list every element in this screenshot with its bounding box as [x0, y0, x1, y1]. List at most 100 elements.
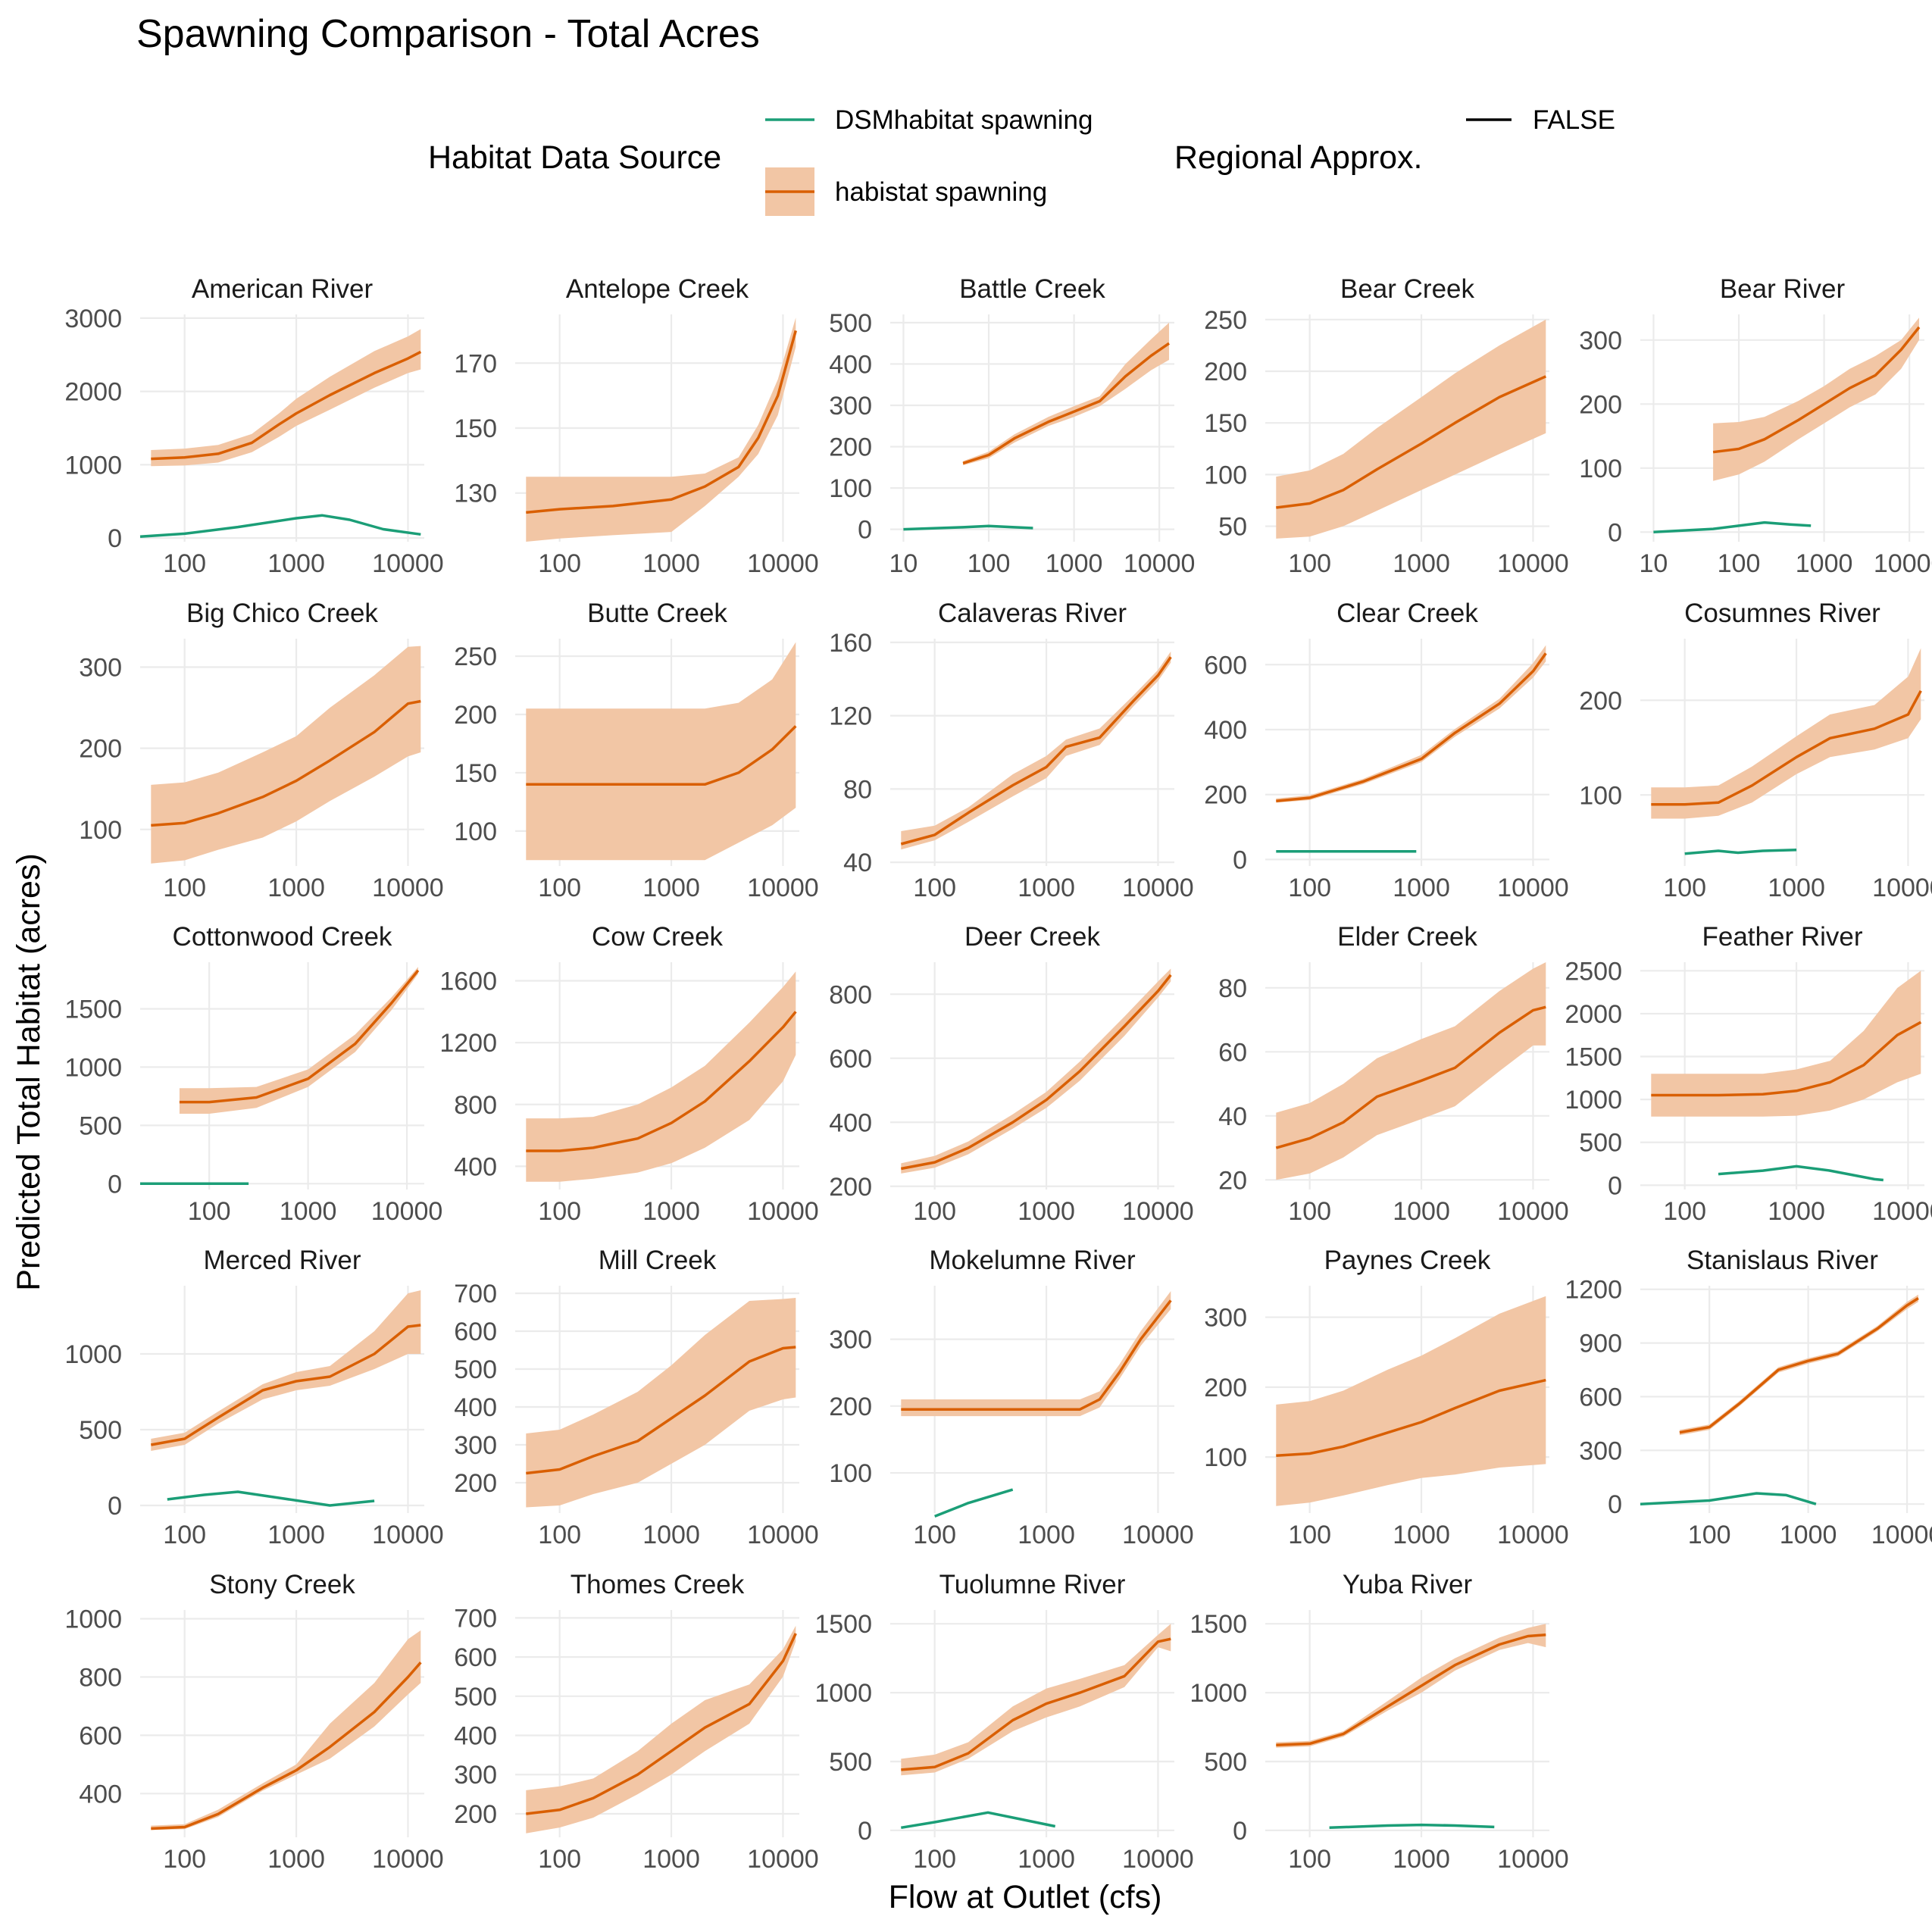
y-tick-label: 500 [79, 1416, 122, 1445]
habistat-band [1651, 971, 1921, 1117]
x-tick-label: 100 [968, 549, 1011, 578]
y-tick-label: 400 [454, 1393, 497, 1422]
x-tick-label: 100 [1718, 549, 1761, 578]
y-tick-label: 700 [454, 1604, 497, 1633]
y-tick-label: 200 [829, 1173, 872, 1202]
habistat-line [1712, 326, 1921, 454]
y-tick-label: 600 [1204, 651, 1247, 680]
dsm-line [934, 1488, 1014, 1518]
panel-title: Big Chico Creek [186, 599, 378, 628]
panel-thomes-creek: Thomes Creek 100 1000 10000 200 300 400 500 600 7… [454, 1570, 818, 1874]
dsm-line [1718, 1165, 1884, 1182]
y-tick-label: 300 [1204, 1304, 1247, 1333]
panel-title: Feather River [1702, 922, 1862, 952]
panel-title: Yuba River [1343, 1570, 1473, 1599]
panel-elder-creek: Elder Creek 100 1000 10000 20 40 60 80 [1218, 922, 1569, 1226]
y-tick-label: 200 [829, 433, 872, 462]
y-tick-label: 0 [108, 524, 122, 553]
y-tick-label: 300 [454, 1761, 497, 1790]
habistat-line [1679, 1297, 1919, 1434]
x-tick-label: 1000 [1018, 1845, 1075, 1874]
x-tick-label: 100 [163, 1845, 206, 1874]
panel-title: Tuolumne River [939, 1570, 1126, 1599]
y-tick-label: 100 [1579, 455, 1622, 483]
y-tick-label: 300 [79, 654, 122, 683]
habistat-band [526, 1625, 796, 1834]
legend: Habitat Data Source DSMhabitat spawning … [428, 105, 1615, 216]
x-tick-label: 10000 [1122, 1521, 1194, 1549]
y-tick-label: 400 [829, 350, 872, 379]
panel-big-chico-creek: Big Chico Creek 100 1000 10000 100 200 300 [79, 599, 443, 902]
x-tick-label: 10000 [1871, 1521, 1932, 1549]
x-tick-label: 10000 [1122, 874, 1194, 902]
x-tick-label: 1000 [280, 1197, 337, 1226]
y-tick-label: 400 [79, 1780, 122, 1809]
habistat-band [1276, 319, 1546, 539]
dsm-line [903, 524, 1033, 531]
habistat-band [1276, 645, 1546, 803]
x-tick-label: 100 [538, 1845, 581, 1874]
x-tick-label: 1000 [1796, 549, 1853, 578]
y-tick-label: 1500 [814, 1610, 872, 1639]
habistat-line [1276, 1633, 1546, 1746]
y-tick-label: 200 [454, 1469, 497, 1498]
x-tick-label: 1000 [1018, 1521, 1075, 1549]
y-tick-label: 500 [829, 309, 872, 338]
y-tick-label: 200 [1579, 390, 1622, 419]
habistat-band [526, 642, 796, 861]
x-tick-label: 1000 [642, 1521, 700, 1549]
x-tick-label: 10000 [747, 1845, 819, 1874]
y-tick-label: 1000 [64, 1605, 122, 1634]
panel-title: Thomes Creek [571, 1570, 745, 1599]
y-tick-label: 1200 [439, 1029, 497, 1058]
x-tick-label: 10000 [1497, 549, 1569, 578]
panel-title: American River [192, 274, 374, 304]
y-tick-label: 1500 [64, 996, 122, 1024]
y-tick-label: 1500 [1190, 1610, 1247, 1639]
y-tick-label: 130 [454, 480, 497, 508]
x-tick-label: 10000 [1497, 1845, 1569, 1874]
x-tick-label: 10000 [1874, 549, 1932, 578]
x-tick-label: 100 [163, 874, 206, 902]
y-tick-label: 500 [454, 1355, 497, 1384]
panel-title: Stony Creek [209, 1570, 355, 1599]
panel-mill-creek: Mill Creek 100 1000 10000 200 300 400 500 600 700 [454, 1246, 818, 1549]
y-tick-label: 1000 [64, 1340, 122, 1369]
y-tick-label: 300 [1579, 1436, 1622, 1465]
x-tick-label: 10000 [372, 1521, 444, 1549]
y-tick-label: 0 [1233, 846, 1247, 874]
y-tick-label: 1200 [1565, 1276, 1622, 1305]
x-tick-label: 1000 [1046, 549, 1103, 578]
legend-label-regional-false: FALSE [1533, 105, 1615, 135]
panel-feather-river: Feather River 100 1000 10000 0 500 1000 1500 200… [1565, 922, 1932, 1226]
y-axis-title: Predicted Total Habitat (acres) [11, 853, 47, 1291]
y-tick-label: 600 [79, 1721, 122, 1750]
x-tick-label: 10000 [372, 549, 444, 578]
habistat-line [962, 342, 1170, 465]
x-tick-label: 100 [913, 874, 956, 902]
habistat-band [901, 651, 1171, 850]
panel-title: Stanislaus River [1687, 1246, 1878, 1275]
x-tick-label: 10000 [747, 1197, 819, 1226]
y-tick-label: 400 [454, 1152, 497, 1181]
y-tick-label: 600 [829, 1045, 872, 1074]
x-tick-label: 1000 [642, 1845, 700, 1874]
x-tick-label: 10000 [1872, 874, 1932, 902]
panel-butte-creek: Butte Creek 100 1000 10000 100 150 200 250 [454, 599, 818, 902]
x-tick-label: 1000 [642, 1197, 700, 1226]
y-tick-label: 1000 [1190, 1679, 1247, 1708]
dsm-line [1640, 1492, 1817, 1505]
y-tick-label: 1000 [814, 1679, 872, 1708]
habistat-line [1651, 689, 1922, 806]
habistat-line [901, 1299, 1172, 1411]
habistat-band [901, 968, 1171, 1174]
y-tick-label: 200 [1579, 686, 1622, 715]
y-tick-label: 1000 [64, 1053, 122, 1082]
panel-yuba-river: Yuba River 100 1000 10000 0 500 1000 1500 [1190, 1570, 1568, 1874]
y-tick-label: 1000 [64, 451, 122, 480]
habistat-band [151, 1290, 421, 1451]
x-tick-label: 100 [1663, 1197, 1706, 1226]
y-tick-label: 100 [829, 474, 872, 503]
x-tick-label: 10000 [371, 1197, 443, 1226]
